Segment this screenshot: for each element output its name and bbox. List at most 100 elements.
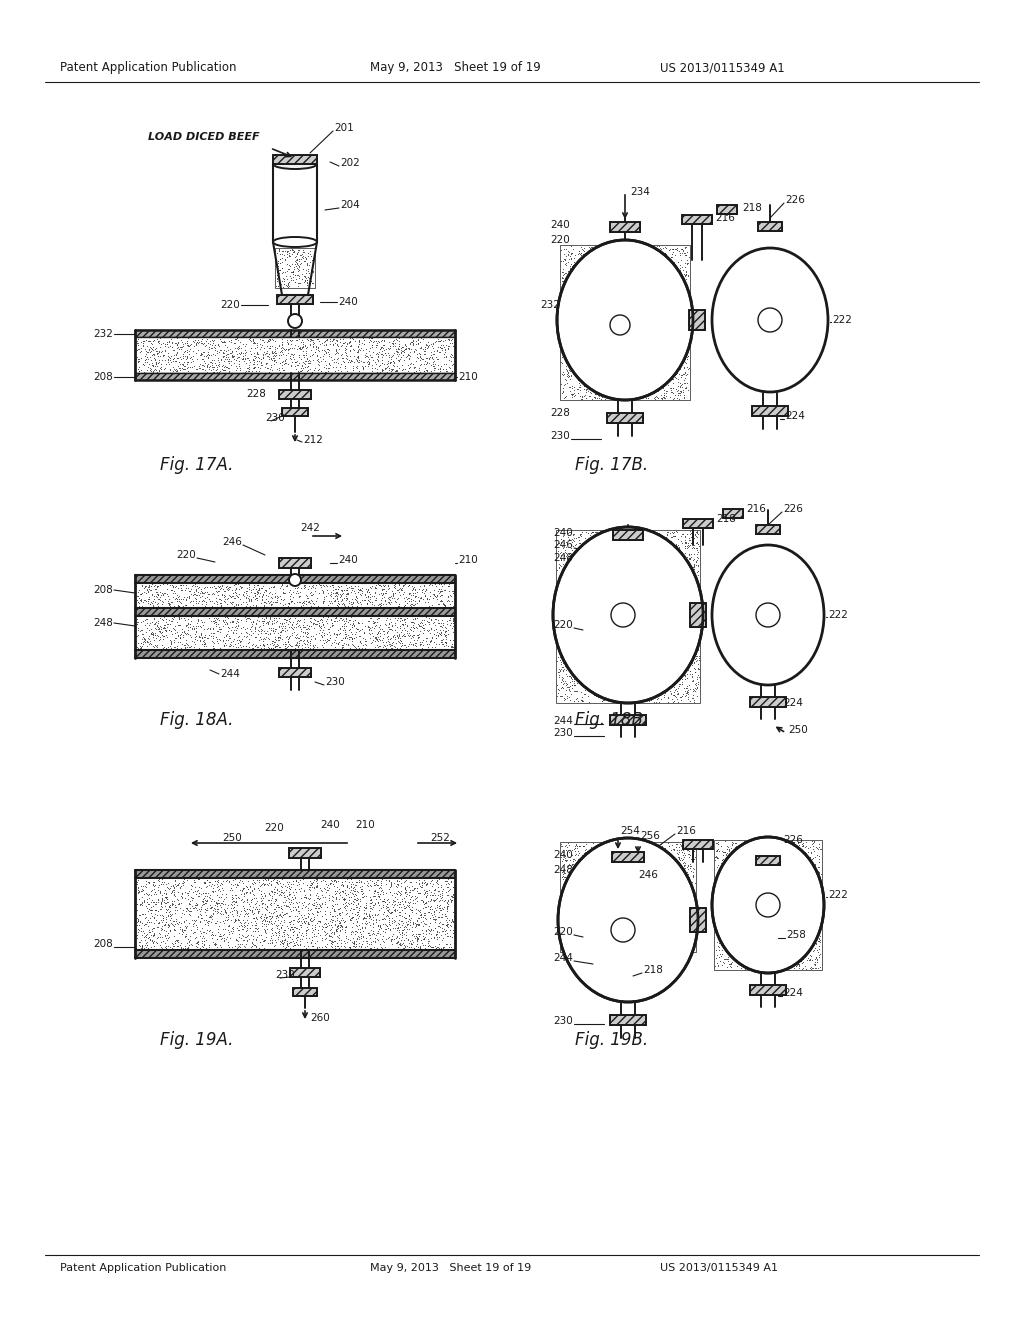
Point xyxy=(402,931,419,952)
Point xyxy=(158,352,174,374)
Point xyxy=(667,570,683,591)
Point xyxy=(647,935,664,956)
Point xyxy=(647,890,664,911)
Point xyxy=(145,871,162,892)
Point xyxy=(189,609,206,630)
Point xyxy=(623,843,639,865)
Point xyxy=(273,329,290,350)
Point xyxy=(347,931,364,952)
Point xyxy=(306,341,323,362)
Point xyxy=(261,591,278,612)
Point xyxy=(408,913,424,935)
Point xyxy=(600,286,616,308)
Point xyxy=(796,898,812,919)
Point xyxy=(643,348,659,370)
Point xyxy=(646,871,663,892)
Point xyxy=(571,924,588,945)
Point xyxy=(390,874,407,895)
Point xyxy=(316,916,333,937)
Point xyxy=(295,614,311,635)
Point xyxy=(644,845,660,866)
Point xyxy=(715,933,731,954)
Point xyxy=(689,593,706,614)
Point xyxy=(283,330,299,351)
Point xyxy=(674,909,690,931)
Point xyxy=(342,330,358,351)
Point xyxy=(768,847,784,869)
Point xyxy=(622,263,638,284)
Point xyxy=(228,929,245,950)
Point xyxy=(552,594,568,615)
Point xyxy=(134,894,151,915)
Point xyxy=(565,297,582,318)
Point xyxy=(282,607,298,628)
Point xyxy=(308,611,325,632)
Point xyxy=(669,256,685,277)
Point xyxy=(725,888,741,909)
Point xyxy=(574,913,591,935)
Point xyxy=(785,833,802,854)
Point xyxy=(657,612,674,634)
Point xyxy=(348,873,365,894)
Point xyxy=(419,352,435,374)
Point xyxy=(220,895,237,916)
Point xyxy=(606,622,623,643)
Point xyxy=(633,582,649,603)
Point xyxy=(140,899,157,920)
Point xyxy=(593,539,609,560)
Point xyxy=(735,929,752,950)
Point xyxy=(641,927,657,948)
Point xyxy=(761,884,777,906)
Point xyxy=(224,887,241,908)
Point xyxy=(396,618,413,639)
Point xyxy=(672,244,688,265)
Point xyxy=(658,846,675,867)
Point xyxy=(678,378,694,399)
Point xyxy=(228,884,245,906)
Point xyxy=(575,578,592,599)
Point xyxy=(640,678,656,700)
Point xyxy=(672,585,688,606)
Point xyxy=(258,899,274,920)
Point xyxy=(439,925,456,946)
Point xyxy=(620,279,636,300)
Point xyxy=(288,582,304,603)
Point xyxy=(609,585,626,606)
Point xyxy=(269,264,286,285)
Point xyxy=(259,895,275,916)
Point xyxy=(166,882,182,903)
Point xyxy=(572,562,589,583)
Point xyxy=(668,643,684,664)
Point xyxy=(403,908,420,929)
Point xyxy=(717,858,733,879)
Point xyxy=(673,294,689,315)
Point xyxy=(201,875,217,896)
Point xyxy=(429,873,445,894)
Point xyxy=(555,306,571,327)
Point xyxy=(157,356,173,378)
Point xyxy=(233,628,250,649)
Point xyxy=(623,342,639,363)
Point xyxy=(582,371,598,392)
Point xyxy=(273,882,290,903)
Point xyxy=(422,936,438,957)
Point xyxy=(689,616,706,638)
Point xyxy=(297,616,313,638)
Point xyxy=(583,523,599,544)
Point xyxy=(420,902,436,923)
Point xyxy=(667,346,683,367)
Point xyxy=(769,880,785,902)
Point xyxy=(642,529,658,550)
Point xyxy=(335,331,351,352)
Point xyxy=(685,919,701,940)
Point xyxy=(406,341,422,362)
Point xyxy=(812,879,828,900)
Point xyxy=(325,576,341,597)
Point xyxy=(607,603,624,624)
Point xyxy=(642,887,658,908)
Point xyxy=(572,556,589,577)
Point xyxy=(580,343,596,364)
Point xyxy=(757,935,773,956)
Point xyxy=(623,653,639,675)
Point xyxy=(303,936,319,957)
